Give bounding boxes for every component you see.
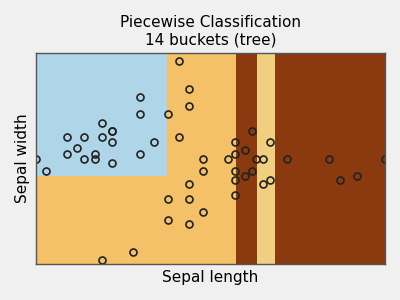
Bar [36, 53, 166, 176]
Y-axis label: Sepal width: Sepal width [15, 114, 30, 203]
Title: Piecewise Classification
14 buckets (tree): Piecewise Classification 14 buckets (tre… [120, 15, 301, 47]
X-axis label: Sepal length: Sepal length [162, 270, 258, 285]
Bar [166, 53, 236, 264]
Bar [275, 53, 385, 264]
Bar [36, 176, 166, 264]
Bar [236, 53, 258, 264]
Bar [258, 53, 275, 264]
